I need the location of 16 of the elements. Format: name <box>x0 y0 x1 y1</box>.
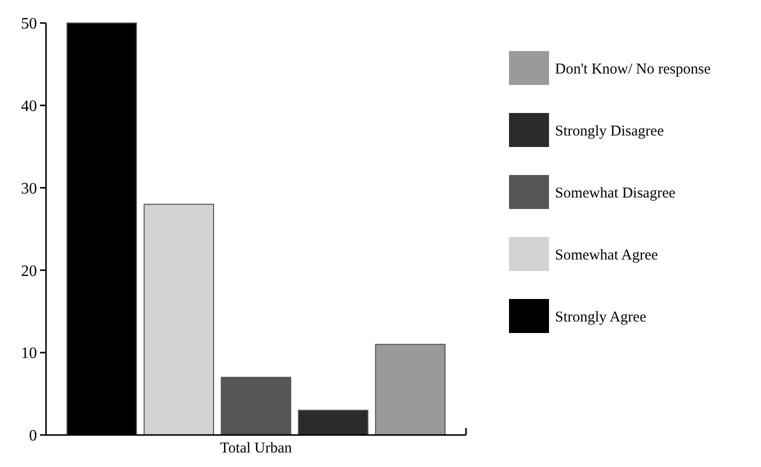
legend-label: Don't Know/ No response <box>555 61 711 78</box>
x-tick-label: Total Urban <box>220 440 292 456</box>
bar <box>375 344 446 436</box>
y-tick-label: 10 <box>21 345 37 362</box>
bar <box>220 376 292 436</box>
bar <box>144 204 214 436</box>
legend-label: Strongly Agree <box>555 309 647 326</box>
y-tick-label: 40 <box>21 98 37 115</box>
legend-label: Somewhat Disagree <box>555 185 676 202</box>
legend-label: Strongly Disagree <box>555 123 664 140</box>
y-tick-label: 30 <box>21 180 37 198</box>
y-tick-label: 20 <box>21 262 37 280</box>
y-tick-label: 50 <box>21 16 37 33</box>
legend-label: Somewhat Agree <box>555 247 658 264</box>
y-tick-label: 0 <box>29 428 37 445</box>
bar <box>298 410 368 436</box>
